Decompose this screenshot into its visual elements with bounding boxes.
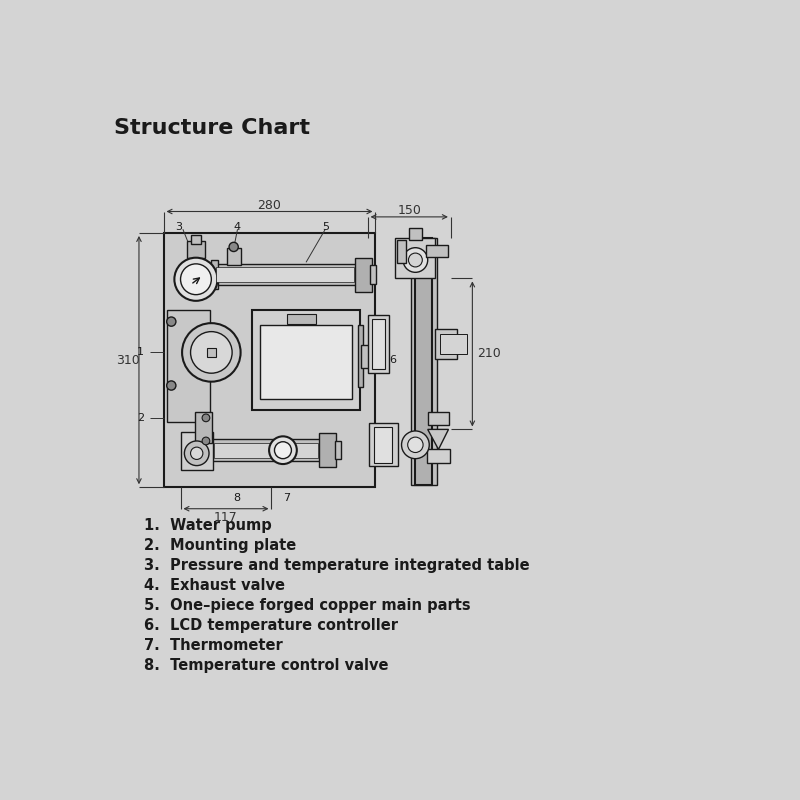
Bar (372, 319, 385, 370)
Bar (260, 326, 352, 398)
Text: 1: 1 (137, 347, 144, 358)
Bar (397, 240, 406, 263)
Bar (369, 423, 398, 466)
Bar (362, 345, 375, 368)
Circle shape (190, 332, 232, 373)
Bar (374, 427, 392, 462)
Bar (319, 434, 336, 467)
Circle shape (202, 437, 210, 445)
Text: 2: 2 (137, 413, 144, 423)
Text: 2.  Mounting plate: 2. Mounting plate (144, 538, 297, 553)
Text: 6: 6 (389, 355, 396, 365)
Polygon shape (428, 430, 449, 450)
Bar (370, 266, 376, 284)
Bar (287, 314, 316, 324)
Text: 8: 8 (233, 493, 240, 503)
Text: 6.  LCD temperature controller: 6. LCD temperature controller (144, 618, 398, 633)
Text: 8.  Temperature control valve: 8. Temperature control valve (144, 658, 389, 673)
Bar (167, 310, 210, 422)
Bar (252, 310, 360, 410)
Circle shape (408, 437, 423, 453)
Circle shape (181, 264, 211, 294)
Circle shape (202, 414, 210, 422)
Bar (226, 249, 241, 266)
Bar (206, 348, 216, 357)
Bar (427, 450, 450, 463)
Bar (214, 264, 356, 286)
Bar (368, 315, 390, 373)
Circle shape (409, 253, 422, 267)
Circle shape (274, 442, 291, 458)
Text: 210: 210 (478, 347, 501, 361)
Circle shape (403, 248, 428, 272)
Text: 3: 3 (175, 222, 182, 232)
Text: 5: 5 (322, 222, 329, 232)
Bar (186, 241, 205, 258)
Bar (163, 233, 375, 487)
Text: 7.  Thermometer: 7. Thermometer (144, 638, 283, 653)
Circle shape (174, 258, 218, 301)
Bar (440, 334, 467, 354)
Text: 4.  Exhaust valve: 4. Exhaust valve (144, 578, 286, 593)
Circle shape (166, 381, 176, 390)
Circle shape (182, 323, 241, 382)
Bar (211, 439, 321, 461)
Text: 310: 310 (116, 354, 140, 366)
Circle shape (166, 317, 176, 326)
Text: Structure Chart: Structure Chart (114, 118, 310, 138)
Bar (429, 413, 449, 425)
Circle shape (402, 431, 430, 458)
Bar (354, 258, 371, 291)
Text: 117: 117 (214, 511, 238, 525)
Circle shape (184, 441, 209, 466)
Circle shape (229, 242, 238, 251)
Text: 7: 7 (283, 493, 290, 503)
Text: 3.  Pressure and temperature integrated table: 3. Pressure and temperature integrated t… (144, 558, 530, 573)
Bar (435, 330, 457, 358)
Bar (181, 432, 213, 470)
Bar (195, 413, 212, 443)
Bar (214, 442, 318, 458)
Bar (426, 245, 448, 257)
Bar (410, 228, 422, 240)
Bar (334, 441, 341, 459)
Text: 280: 280 (257, 199, 281, 212)
Text: 150: 150 (398, 204, 421, 218)
Bar (410, 238, 437, 485)
Bar (216, 267, 354, 282)
Bar (358, 326, 363, 387)
Bar (394, 238, 434, 278)
Circle shape (190, 447, 203, 459)
Text: 4: 4 (233, 222, 240, 232)
Text: 5.  One–piece forged copper main parts: 5. One–piece forged copper main parts (144, 598, 471, 613)
Bar (211, 260, 218, 290)
Bar (190, 234, 202, 244)
Circle shape (269, 436, 297, 464)
Bar (415, 238, 432, 485)
Text: 1.  Water pump: 1. Water pump (144, 518, 272, 533)
